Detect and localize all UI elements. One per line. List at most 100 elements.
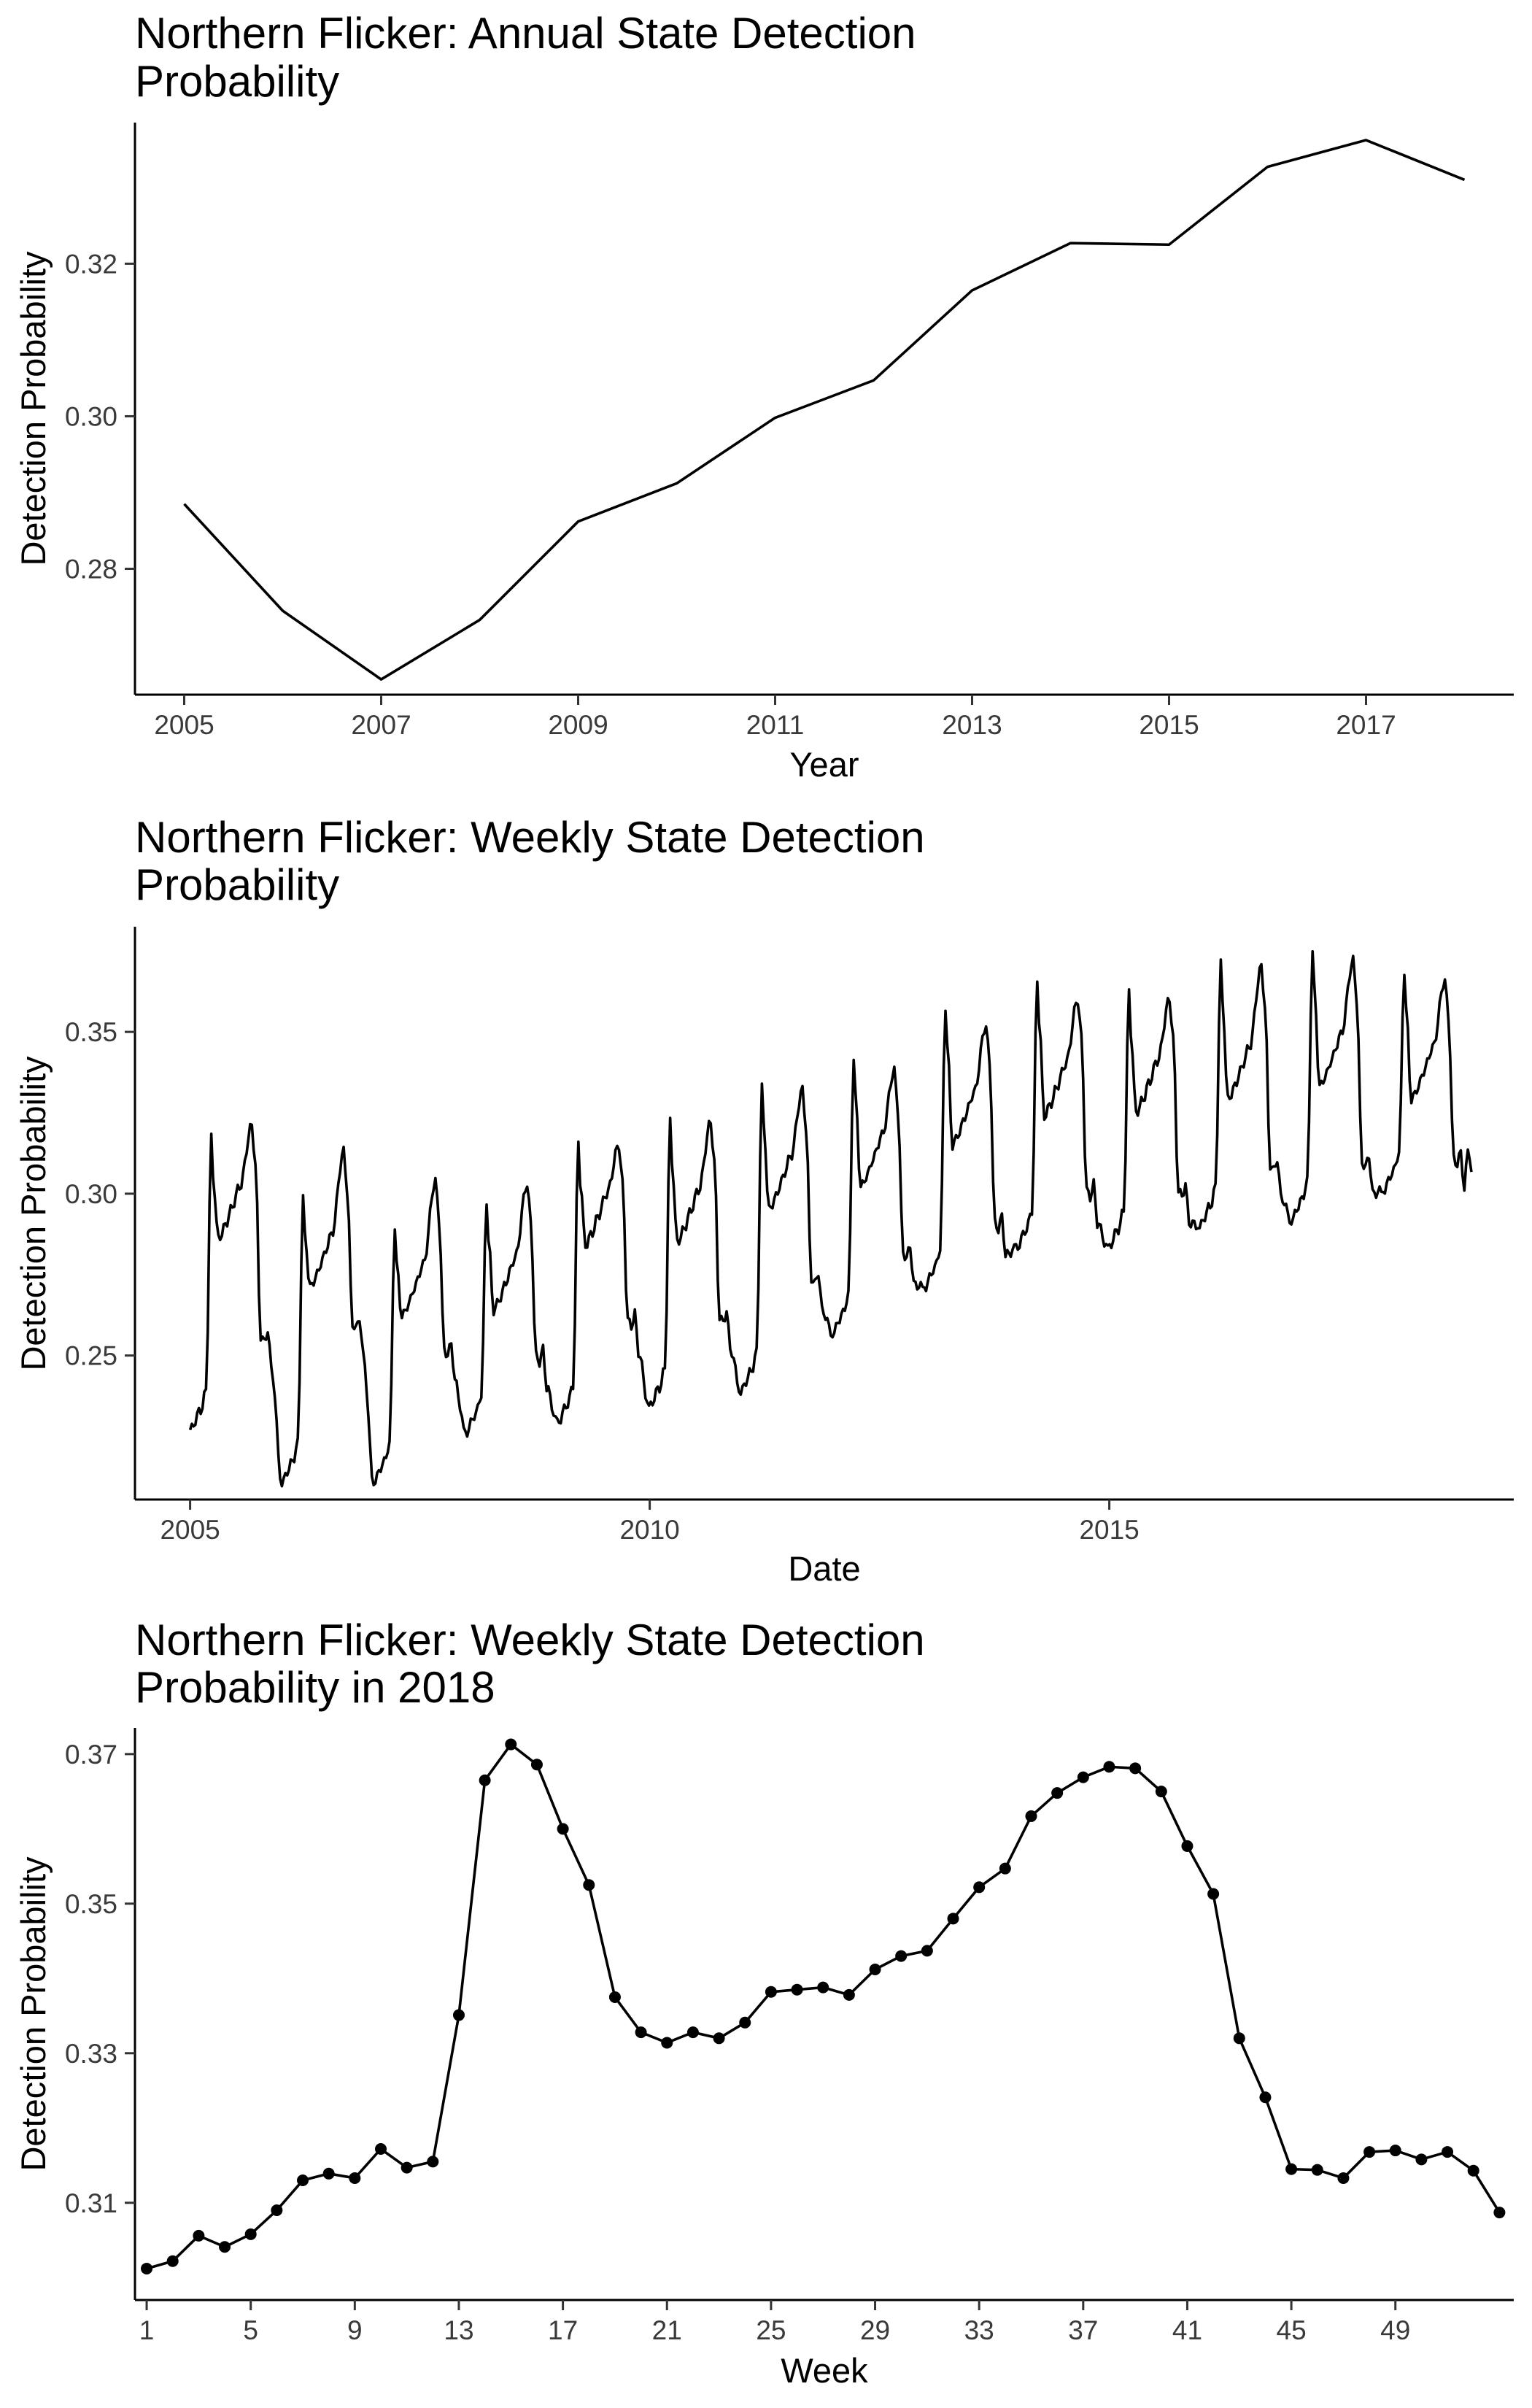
panel-annual-y-tick-label: 0.32 [65, 249, 117, 279]
panel-2018-data-point [1155, 1786, 1167, 1798]
panel-2018-y-tick-label: 0.33 [65, 2039, 117, 2069]
panel-annual-y-tick-label: 0.30 [65, 401, 117, 431]
panel-2018-data-point [141, 2262, 153, 2274]
panel-annual-y-ticks: 0.28 0.30 0.32 [65, 249, 135, 584]
panel-2018-data-point [271, 2204, 283, 2217]
panel-2018-x-tick-label: 17 [548, 2315, 578, 2345]
panel-2018-data-point [608, 1991, 621, 2003]
panel-annual-x-tick-label: 2013 [942, 710, 1002, 740]
panel-2018-title-line-1: Northern Flicker: Weekly State Detection [135, 1616, 925, 1664]
panel-weekly-plot-area [188, 950, 1473, 1488]
panel-2018-data-point [244, 2228, 257, 2240]
panel-annual-title-line-1: Northern Flicker: Annual State Detection [135, 9, 916, 58]
panel-2018-x-tick-label: 29 [860, 2315, 890, 2345]
panel-2018-data-point [479, 1774, 491, 1786]
panel-2018-data-point [973, 1881, 986, 1894]
panel-weekly-x-tick-label: 2010 [619, 1515, 679, 1545]
panel-2018-x-tick-label: 49 [1380, 2315, 1410, 2345]
panel-2018-data-point [349, 2172, 361, 2184]
panel-2018-data-point [1311, 2164, 1323, 2176]
panel-2018-data-point [505, 1738, 517, 1751]
panel-weekly-series-line [188, 950, 1473, 1488]
panel-2018-data-point [739, 2016, 751, 2029]
panel-2018-data-point [1103, 1761, 1115, 1773]
panel-2018-data-point [921, 1945, 933, 1957]
panel-weekly-y-ticks: 0.25 0.30 0.35 [65, 1017, 135, 1371]
panel-annual-x-ticks: 2005 2007 2009 2011 2013 2015 2017 [154, 695, 1396, 740]
panel-2018-data-point [895, 1950, 908, 1962]
panel-2018-data-point [427, 2156, 439, 2168]
panel-weekly-title-line-2: Probability [135, 860, 339, 909]
panel-2018-data-point [1259, 2091, 1272, 2104]
panel-2018-data-point [1285, 2163, 1298, 2175]
panel-2018-data-point [817, 1981, 829, 1994]
panel-2018-data-point [869, 1964, 881, 1976]
panel-2018-x-tick-label: 25 [756, 2315, 786, 2345]
panel-annual-y-tick-label: 0.28 [65, 555, 117, 584]
panel-2018-data-point [530, 1759, 543, 1771]
panel-2018-x-tick-label: 5 [243, 2315, 258, 2345]
panel-weekly-title-line-1: Northern Flicker: Weekly State Detection [135, 813, 925, 862]
panel-2018-x-axis-label: Week [781, 2351, 868, 2390]
panel-2018-data-point [635, 2026, 647, 2039]
panel-2018-data-point [999, 1862, 1011, 1875]
panel-2018-data-point [557, 1823, 569, 1835]
panel-2018-x-tick-label: 37 [1068, 2315, 1098, 2345]
panel-weekly-x-tick-label: 2015 [1079, 1515, 1139, 1545]
panel-2018-y-axis-label: Detection Probability [14, 1856, 53, 2172]
panel-2018-data-point [1051, 1787, 1064, 1799]
panel-2018-plot-area [141, 1738, 1506, 2274]
panel-2018-data-point [1415, 2153, 1428, 2166]
panel-weekly: Northern Flicker: Weekly State Detection… [14, 813, 1514, 1588]
panel-weekly-x-axis-label: Date [788, 1549, 860, 1588]
panel-2018-x-tick-label: 21 [652, 2315, 682, 2345]
panel-2018-data-point [1233, 2032, 1245, 2045]
panel-2018-data-point [1181, 1840, 1194, 1852]
panel-2018-y-tick-label: 0.37 [65, 1740, 117, 1770]
panel-2018-data-point [1129, 1762, 1142, 1775]
panel-annual-plot-area [183, 139, 1466, 681]
panel-2018-x-tick-label: 45 [1277, 2315, 1307, 2345]
panel-2018-data-point [193, 2229, 205, 2242]
panel-2018-y-ticks: 0.31 0.33 0.35 0.37 [65, 1740, 135, 2218]
panel-2018-x-tick-label: 13 [444, 2315, 473, 2345]
panel-2018-data-point [661, 2037, 673, 2049]
panel-2018-data-point [713, 2032, 725, 2045]
panel-2018-data-point [686, 2026, 699, 2039]
panel-annual-title-line-2: Probability [135, 57, 339, 106]
panel-annual-x-axis-label: Year [790, 745, 859, 784]
panel-2018-data-point [452, 2009, 465, 2021]
panel-2018-x-ticks: 1 5 9 13 17 21 25 29 33 37 41 45 49 [139, 2300, 1410, 2345]
panel-weekly-y-axis-label: Detection Probability [14, 1056, 53, 1371]
panel-2018-x-tick-label: 1 [139, 2315, 155, 2345]
panel-annual-y-axis-label: Detection Probability [14, 251, 53, 566]
panel-2018-data-point [1493, 2207, 1506, 2219]
panel-2018-x-tick-label: 9 [347, 2315, 363, 2345]
panel-weekly-y-tick-label: 0.30 [65, 1179, 117, 1209]
panel-2018-data-point [322, 2167, 335, 2180]
panel-2018-data-point [401, 2161, 413, 2174]
panel-annual-x-tick-label: 2011 [746, 710, 805, 740]
panel-2018-data-point [1025, 1810, 1037, 1822]
panel-2018-y-tick-label: 0.35 [65, 1889, 117, 1919]
panel-2018-data-point [583, 1879, 595, 1891]
panel-2018-data-point [374, 2142, 387, 2155]
panel-2018-data-point [843, 1988, 855, 2001]
panel-annual-x-tick-label: 2017 [1336, 710, 1396, 740]
panel-2018-data-point [765, 1986, 777, 1998]
panel-2018-y-tick-label: 0.31 [65, 2188, 117, 2218]
panel-2018-x-tick-label: 33 [964, 2315, 994, 2345]
panel-2018-data-point [947, 1913, 959, 1925]
panel-annual-series-line [183, 139, 1466, 681]
panel-2018-x-tick-label: 41 [1172, 2315, 1202, 2345]
panel-weekly-y-tick-label: 0.25 [65, 1341, 117, 1371]
panel-2018-data-point [1389, 2145, 1401, 2157]
panel-2018-data-point [1442, 2146, 1454, 2158]
panel-2018-title-line-2: Probability in 2018 [135, 1663, 495, 1712]
panel-weekly-x-tick-label: 2005 [160, 1515, 220, 1545]
panel-2018-data-point [297, 2174, 309, 2187]
panel-annual-x-tick-label: 2005 [154, 710, 214, 740]
panel-2018-data-point [1467, 2164, 1479, 2177]
panel-2018-data-point [791, 1983, 803, 1996]
